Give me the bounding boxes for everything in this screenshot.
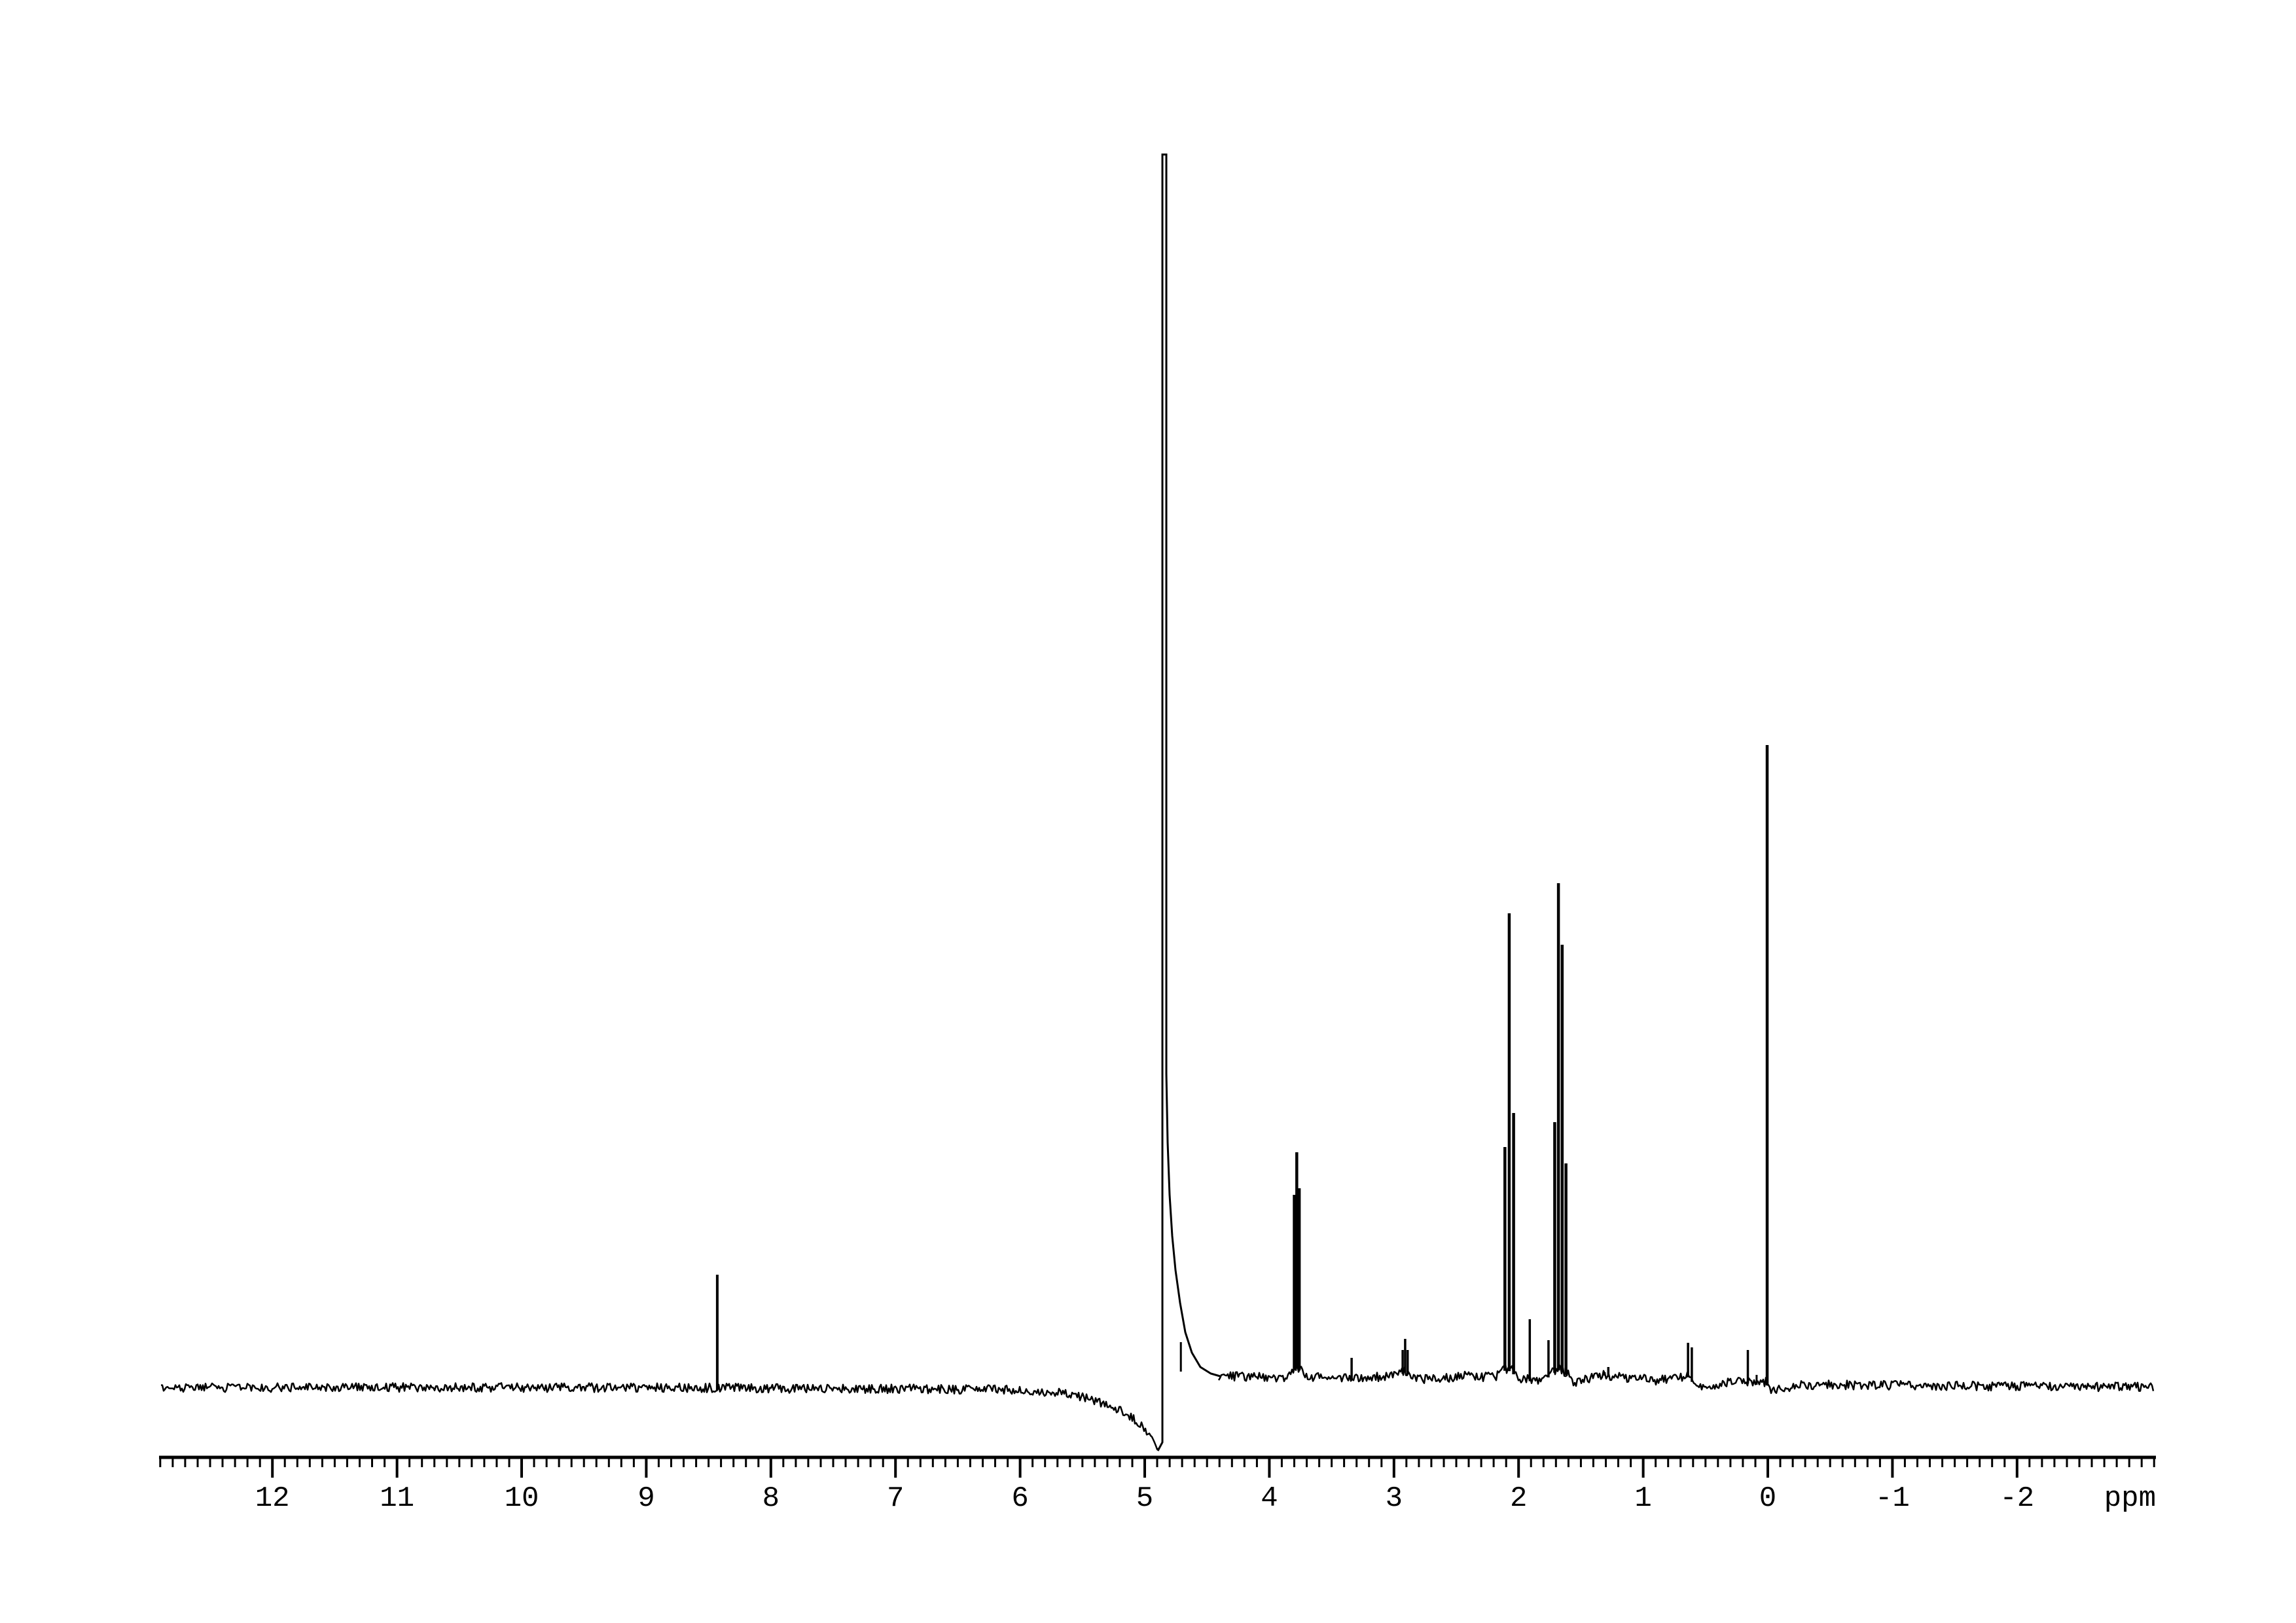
axis-tick-label: 6 <box>1011 1482 1028 1515</box>
spectrum-peaks <box>715 745 1769 1390</box>
axis-tick-label: 2 <box>1510 1482 1527 1515</box>
x-axis: 12 11 10 9 8 7 6 5 4 3 2 1 0 -1 -2 ppm <box>159 1455 2156 1515</box>
axis-tick-label: 9 <box>637 1482 655 1515</box>
axis-tick-label: 12 <box>255 1482 290 1515</box>
axis-tick-label: 4 <box>1261 1482 1278 1515</box>
axis-tick-label: 0 <box>1759 1482 1776 1515</box>
axis-tick-label: 5 <box>1136 1482 1153 1515</box>
axis-tick-label: 3 <box>1386 1482 1403 1515</box>
spectrum-trace <box>160 1362 2155 1451</box>
axis-tick-label: 10 <box>505 1482 539 1515</box>
axis-tick-label: 7 <box>887 1482 904 1515</box>
solvent-peak <box>1157 153 1221 1451</box>
baseline-trace <box>160 1382 1159 1451</box>
axis-tick-label: -2 <box>2000 1482 2034 1515</box>
axis-tick-label: 1 <box>1634 1482 1651 1515</box>
axis-unit-label: ppm <box>2104 1482 2156 1515</box>
baseline-trace <box>1217 1362 2155 1395</box>
axis-tick-label: -1 <box>1875 1482 1910 1515</box>
axis-tick-label: 11 <box>380 1482 414 1515</box>
axis-tick-label: 8 <box>762 1482 780 1515</box>
